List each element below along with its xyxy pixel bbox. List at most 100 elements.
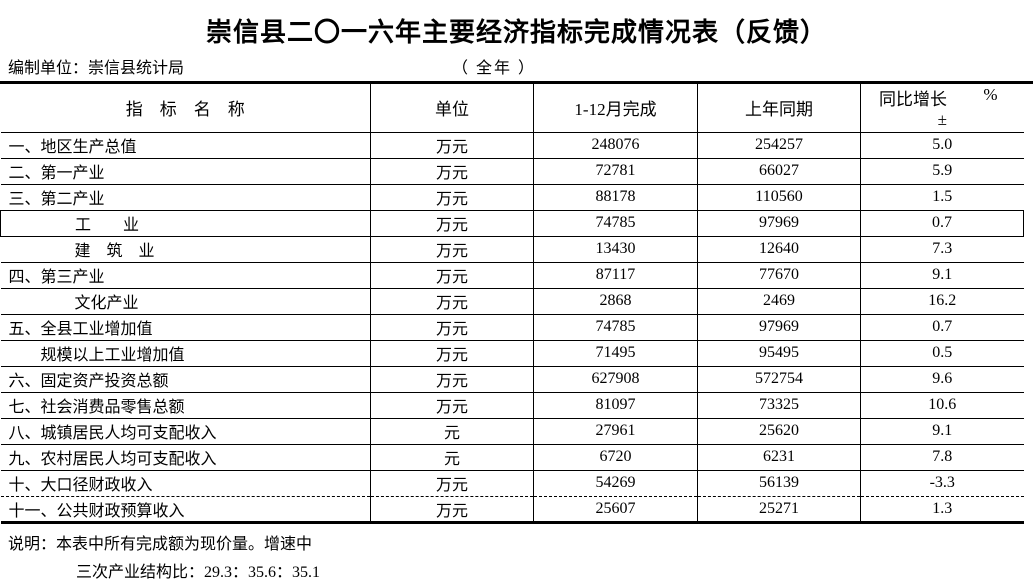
growth-value-cell: 1.3 [860, 496, 1024, 523]
page-title: 崇信县二〇一六年主要经济指标完成情况表（反馈） [205, 17, 827, 47]
unit-cell: 万元 [370, 210, 534, 237]
growth-plus-minus: ± [937, 110, 947, 130]
last-year-value-cell: 254257 [697, 132, 861, 159]
growth-head: 同比增长 % ± [862, 84, 1024, 131]
growth-value-cell: 9.6 [860, 366, 1024, 393]
unit-cell: 万元 [370, 288, 534, 315]
last-year-value-cell: 97969 [697, 314, 861, 341]
last-year-value-cell: 56139 [697, 470, 861, 497]
completed-value-cell: 6720 [533, 444, 698, 471]
table-row: 二、第一产业 万元 72781 66027 5.9 [0, 158, 1024, 185]
completed-value-cell: 71495 [533, 340, 698, 367]
unit-cell: 万元 [370, 236, 534, 263]
indicator-table: 指 标 名 称 单位 1-12月完成 上年同期 同比增长 % ± [0, 84, 1024, 524]
unit-cell: 元 [370, 418, 534, 445]
unit-cell: 万元 [370, 184, 534, 211]
growth-value-cell: 7.3 [860, 236, 1024, 263]
completed-value-cell: 87117 [533, 262, 698, 289]
indicator-name-cell: 规模以上工业增加值 [0, 340, 371, 367]
growth-value-cell: 0.7 [860, 210, 1024, 237]
completed-value-cell: 54269 [533, 470, 698, 497]
table-row: 文化产业 万元 2868 2469 16.2 [0, 288, 1024, 315]
growth-value-cell: 7.8 [860, 444, 1024, 471]
unit-cell: 万元 [370, 392, 534, 419]
growth-value-cell: 5.9 [860, 158, 1024, 185]
table-row: 十、大口径财政收入 万元 54269 56139 -3.3 [0, 470, 1024, 497]
last-year-value-cell: 66027 [697, 158, 861, 185]
table-row: 规模以上工业增加值 万元 71495 95495 0.5 [0, 340, 1024, 367]
growth-value-cell: 9.1 [860, 262, 1024, 289]
indicator-name-cell: 文化产业 [0, 288, 371, 315]
table-header: 指 标 名 称 单位 1-12月完成 上年同期 同比增长 % ± [0, 84, 1024, 133]
header-last-year: 上年同期 [697, 84, 861, 133]
header-unit: 单位 [370, 84, 534, 133]
header-completed: 1-12月完成 [533, 84, 698, 133]
indicator-name-cell: 建 筑 业 [0, 236, 371, 263]
note-line-2: 三次产业结构比：29.3：35.6：35.1 [76, 563, 321, 581]
completed-value-cell: 74785 [533, 210, 698, 237]
completed-value-cell: 72781 [533, 158, 698, 185]
growth-value-cell: 9.1 [860, 418, 1024, 445]
last-year-value-cell: 25271 [697, 496, 861, 523]
table-row: 四、第三产业 万元 87117 77670 9.1 [0, 262, 1024, 289]
indicator-name-cell: 八、城镇居民人均可支配收入 [0, 418, 371, 445]
completed-value-cell: 88178 [533, 184, 698, 211]
indicator-name-cell: 四、第三产业 [0, 262, 371, 289]
growth-value-cell: 10.6 [860, 392, 1024, 419]
table-row: 工 业 万元 74785 97969 0.7 [0, 210, 1024, 237]
completed-value-cell: 13430 [533, 236, 698, 263]
completed-value-cell: 81097 [533, 392, 698, 419]
last-year-value-cell: 77670 [697, 262, 861, 289]
header-row: 指 标 名 称 单位 1-12月完成 上年同期 同比增长 % ± [0, 84, 1024, 133]
unit-cell: 万元 [370, 496, 534, 523]
period-label: （ 全年 ） [452, 60, 537, 77]
completed-value-cell: 27961 [533, 418, 698, 445]
growth-percent-sign: % [983, 85, 998, 105]
indicator-table-wrap: 指 标 名 称 单位 1-12月完成 上年同期 同比增长 % ± [0, 81, 1033, 524]
last-year-value-cell: 2469 [697, 288, 861, 315]
growth-title: 同比增长 [879, 90, 947, 110]
last-year-value-cell: 572754 [697, 366, 861, 393]
unit-cell: 万元 [370, 314, 534, 341]
notes: 说明：本表中所有完成额为现价量。增速中 三次产业结构比：29.3：35.6：35… [0, 530, 1033, 582]
meta-line: 编制单位：崇信县统计局 （ 全年 ） [0, 53, 1033, 81]
last-year-value-cell: 12640 [697, 236, 861, 263]
table-row: 六、固定资产投资总额 万元 627908 572754 9.6 [0, 366, 1024, 393]
growth-value-cell: 5.0 [860, 132, 1024, 159]
table-row: 七、社会消费品零售总额 万元 81097 73325 10.6 [0, 392, 1024, 419]
indicator-name-cell: 工 业 [0, 210, 371, 237]
unit-cell: 万元 [370, 132, 534, 159]
last-year-value-cell: 25620 [697, 418, 861, 445]
prepared-by-label: 编制单位：崇信县统计局 [8, 60, 185, 77]
last-year-value-cell: 97969 [697, 210, 861, 237]
table-row: 八、城镇居民人均可支配收入 元 27961 25620 9.1 [0, 418, 1024, 445]
unit-cell: 万元 [370, 262, 534, 289]
growth-value-cell: 0.7 [860, 314, 1024, 341]
indicator-name-cell: 六、固定资产投资总额 [0, 366, 371, 393]
table-row: 十一、公共财政预算收入 万元 25607 25271 1.3 [0, 496, 1024, 523]
table-row: 一、地区生产总值 万元 248076 254257 5.0 [0, 132, 1024, 159]
table-row: 五、全县工业增加值 万元 74785 97969 0.7 [0, 314, 1024, 341]
indicator-name-cell: 七、社会消费品零售总额 [0, 392, 371, 419]
table-body: 一、地区生产总值 万元 248076 254257 5.0 二、第一产业 万元 … [0, 132, 1024, 523]
table-row: 三、第二产业 万元 88178 110560 1.5 [0, 184, 1024, 211]
completed-value-cell: 25607 [533, 496, 698, 523]
header-growth: 同比增长 % ± [860, 84, 1024, 133]
completed-value-cell: 627908 [533, 366, 698, 393]
unit-cell: 元 [370, 444, 534, 471]
table-row: 九、农村居民人均可支配收入 元 6720 6231 7.8 [0, 444, 1024, 471]
indicator-name-cell: 十、大口径财政收入 [0, 470, 371, 497]
last-year-value-cell: 6231 [697, 444, 861, 471]
unit-cell: 万元 [370, 470, 534, 497]
completed-value-cell: 2868 [533, 288, 698, 315]
indicator-name-cell: 九、农村居民人均可支配收入 [0, 444, 371, 471]
unit-cell: 万元 [370, 340, 534, 367]
indicator-name-cell: 三、第二产业 [0, 184, 371, 211]
growth-value-cell: 16.2 [860, 288, 1024, 315]
indicator-name-cell: 五、全县工业增加值 [0, 314, 371, 341]
completed-value-cell: 248076 [533, 132, 698, 159]
growth-value-cell: 1.5 [860, 184, 1024, 211]
indicator-name-cell: 一、地区生产总值 [0, 132, 371, 159]
completed-value-cell: 74785 [533, 314, 698, 341]
indicator-name-cell: 十一、公共财政预算收入 [0, 496, 371, 523]
